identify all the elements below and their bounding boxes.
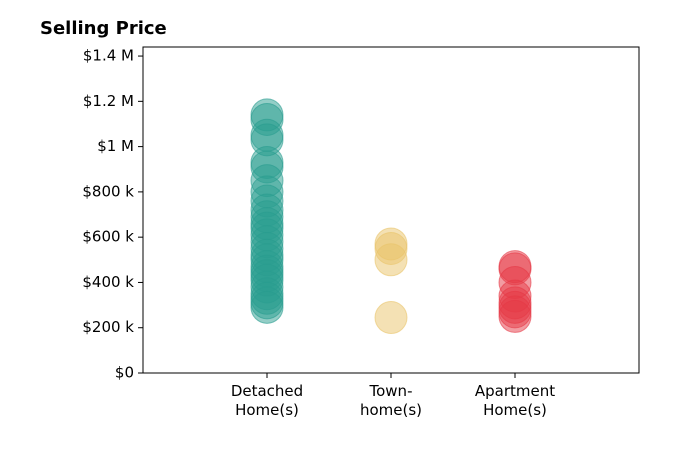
y-tick-label: $200 k (82, 318, 134, 336)
y-tick-label: $600 k (82, 228, 134, 246)
x-tick-label: Town- home(s) (359, 382, 423, 419)
y-tick-label: $0 (115, 364, 134, 382)
y-tick-label: $400 k (82, 273, 134, 291)
y-tick-label: $1 M (97, 137, 134, 155)
x-tick-label: Apartment Home(s) (474, 382, 556, 419)
point (374, 243, 408, 277)
point (498, 299, 532, 333)
y-tick-label: $1.4 M (83, 47, 134, 65)
point (374, 301, 408, 335)
point (250, 290, 284, 324)
y-tick-label: $800 k (82, 182, 134, 200)
chart-title: Selling Price (40, 18, 167, 39)
y-tick-label: $1.2 M (83, 92, 134, 110)
x-tick-label: Detached Home(s) (230, 382, 304, 419)
